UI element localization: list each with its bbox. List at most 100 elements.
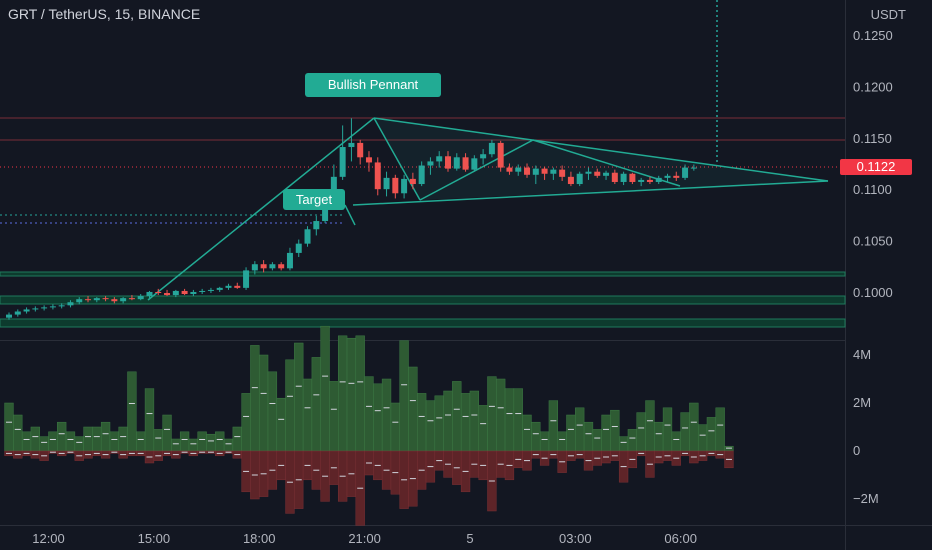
volume-bar-buy bbox=[136, 431, 146, 452]
candle bbox=[629, 172, 636, 185]
volume-bar-buy bbox=[320, 325, 330, 452]
volume-bar-buy bbox=[153, 429, 163, 452]
candle bbox=[85, 296, 92, 303]
candle bbox=[251, 261, 258, 275]
pennant-lower-line bbox=[352, 180, 829, 206]
candle-body bbox=[515, 167, 522, 172]
candle-body bbox=[41, 307, 48, 309]
candle-body bbox=[603, 172, 610, 176]
candle-body bbox=[655, 177, 662, 182]
candle-body bbox=[102, 298, 109, 300]
volume-tick-label: −2M bbox=[853, 491, 879, 506]
candle-body bbox=[532, 168, 539, 175]
volume-bar-buy bbox=[557, 431, 567, 452]
bullish-pennant-label[interactable]: Bullish Pennant bbox=[305, 73, 441, 97]
target-label[interactable]: Target bbox=[283, 189, 345, 210]
candle-body bbox=[304, 229, 311, 244]
volume-bar-buy bbox=[302, 378, 313, 452]
volume-bar-buy bbox=[513, 388, 523, 452]
volume-bar-buy bbox=[575, 407, 585, 452]
volume-axis: 4M 2M 0 −2M bbox=[853, 347, 879, 506]
volume-bar-buy bbox=[188, 438, 199, 452]
volume-bar-buy bbox=[57, 421, 67, 452]
candle bbox=[216, 286, 223, 292]
volume-bar-buy bbox=[232, 426, 242, 452]
candle-body bbox=[638, 179, 645, 182]
candle bbox=[436, 151, 443, 168]
candle-body bbox=[664, 175, 671, 178]
candle-body bbox=[497, 142, 504, 168]
candle bbox=[418, 161, 425, 187]
volume-tick-label: 0 bbox=[853, 443, 860, 458]
candle bbox=[137, 294, 144, 301]
volume-bar-buy bbox=[654, 421, 664, 452]
target-pointer-line bbox=[344, 204, 356, 226]
volume-bar-buy bbox=[627, 429, 638, 452]
volume-tick-label: 4M bbox=[853, 347, 871, 362]
candle-body bbox=[462, 157, 469, 170]
volume-bar-buy bbox=[197, 431, 207, 452]
volume-tick-label: 2M bbox=[853, 395, 871, 410]
candle-body bbox=[567, 176, 574, 185]
candle-body bbox=[453, 157, 460, 169]
volume-bar-buy bbox=[267, 371, 278, 452]
candle-body bbox=[58, 305, 65, 307]
candle-body bbox=[690, 167, 697, 169]
candle-body bbox=[673, 175, 680, 178]
candle-body bbox=[409, 178, 416, 185]
volume-bar-buy bbox=[548, 400, 559, 452]
candle bbox=[313, 215, 320, 236]
candle bbox=[181, 288, 188, 296]
volume-bar-buy bbox=[4, 402, 14, 452]
candle-body bbox=[541, 168, 548, 174]
candle-body bbox=[23, 309, 30, 312]
currency-label: USDT bbox=[870, 7, 906, 22]
candle-body bbox=[234, 285, 241, 288]
candle bbox=[374, 157, 381, 196]
candle-body bbox=[611, 172, 618, 182]
candle-body bbox=[190, 291, 197, 295]
volume-bar-buy bbox=[417, 393, 427, 452]
candle-body bbox=[488, 142, 495, 155]
volume-bar-buy bbox=[662, 407, 673, 452]
volume-bar-buy bbox=[337, 335, 348, 452]
candle-body bbox=[383, 177, 390, 190]
candle bbox=[638, 177, 645, 187]
price-tick-label: 0.1050 bbox=[853, 234, 893, 249]
candle-body bbox=[480, 154, 487, 159]
volume-bar-buy bbox=[118, 426, 128, 452]
volume-bar-buy bbox=[425, 400, 436, 452]
volume-bar-buy bbox=[276, 397, 286, 452]
candle-body bbox=[181, 290, 188, 295]
chart-title: GRT / TetherUS, 15, BINANCE bbox=[8, 6, 201, 22]
volume-bar-buy bbox=[109, 431, 120, 452]
candle-body bbox=[550, 169, 557, 174]
candle bbox=[286, 247, 293, 271]
time-tick-label: 03:00 bbox=[559, 531, 592, 546]
candle-body bbox=[620, 173, 627, 182]
price-axis: 0.1250 0.1200 0.1150 0.1100 0.1050 0.1000 bbox=[853, 28, 893, 300]
candle bbox=[480, 149, 487, 165]
volume-bar-buy bbox=[531, 421, 541, 452]
candle bbox=[14, 309, 21, 317]
candle-body bbox=[295, 243, 302, 253]
price-tick-label: 0.1250 bbox=[853, 28, 893, 43]
candle-body bbox=[585, 171, 592, 174]
volume-bar-buy bbox=[381, 378, 392, 452]
candle bbox=[664, 173, 671, 182]
candle-body bbox=[427, 161, 434, 166]
volume-bars bbox=[4, 325, 734, 526]
volume-bar-buy bbox=[443, 390, 453, 452]
candle bbox=[427, 157, 434, 175]
candle-body bbox=[445, 156, 451, 169]
support-band-3 bbox=[0, 318, 846, 328]
candle-body bbox=[199, 290, 206, 292]
volume-bar-buy bbox=[452, 381, 462, 452]
volume-bar-buy bbox=[48, 431, 58, 452]
support-band-2 bbox=[0, 295, 846, 305]
candle-body bbox=[471, 158, 478, 170]
volume-bar-buy bbox=[30, 426, 40, 452]
candle-body bbox=[436, 156, 443, 162]
volume-bar-buy bbox=[539, 431, 550, 452]
